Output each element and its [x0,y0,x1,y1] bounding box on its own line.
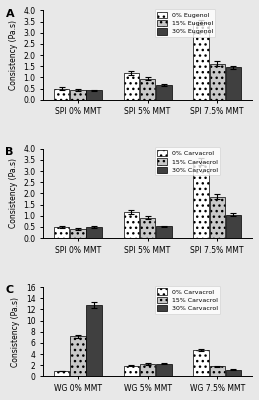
Y-axis label: Consistency (Pa.s): Consistency (Pa.s) [9,20,18,90]
Bar [124,73,139,100]
Bar [210,366,225,376]
Bar [210,197,225,238]
Text: C: C [5,285,13,295]
Bar [156,226,171,238]
Bar [87,227,102,238]
Bar [70,336,86,376]
Bar [193,350,209,376]
Text: B: B [5,147,14,157]
Legend: 0% Carvacrol, 15% Carvacrol, 30% Carvacrol: 0% Carvacrol, 15% Carvacrol, 30% Carvacr… [155,286,220,314]
Bar [87,305,102,376]
Bar [54,371,69,376]
Text: A: A [5,9,14,19]
Bar [156,364,171,376]
Bar [193,23,209,100]
Bar [70,229,86,238]
Y-axis label: Consistency (Pa.s): Consistency (Pa.s) [11,297,20,367]
Bar [226,67,241,100]
Bar [70,90,86,100]
Bar [156,85,171,100]
Bar [87,90,102,100]
Bar [54,227,69,238]
Bar [210,64,225,100]
Bar [54,88,69,100]
Bar [140,78,155,100]
Bar [124,366,139,376]
Bar [140,364,155,376]
Bar [140,218,155,238]
Bar [226,370,241,376]
Legend: 0% Carvacrol, 15% Carvacrol, 30% Carvacrol: 0% Carvacrol, 15% Carvacrol, 30% Carvacr… [155,148,220,176]
Y-axis label: Consistency (Pa.s): Consistency (Pa.s) [9,158,18,228]
Bar [124,212,139,238]
Bar [193,162,209,238]
Bar [226,215,241,238]
Legend: 0% Eugenol, 15% Eugenol, 30% Eugenol: 0% Eugenol, 15% Eugenol, 30% Eugenol [155,9,215,37]
